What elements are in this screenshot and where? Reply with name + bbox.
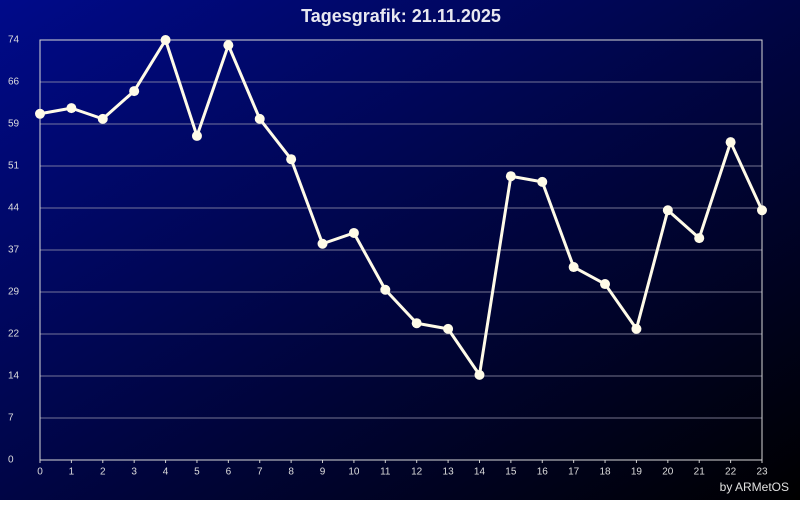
x-tick-label: 1 bbox=[69, 467, 75, 478]
x-tick-label: 19 bbox=[631, 467, 643, 478]
x-tick-label: 21 bbox=[694, 467, 706, 478]
x-tick-label: 12 bbox=[411, 467, 423, 478]
x-tick-label: 15 bbox=[505, 467, 517, 478]
y-tick-label: 74 bbox=[8, 35, 20, 46]
x-tick-label: 2 bbox=[100, 467, 106, 478]
y-tick-label: 44 bbox=[8, 203, 20, 214]
y-tick-label: 37 bbox=[8, 245, 20, 256]
point bbox=[694, 233, 705, 244]
y-tick-label: 59 bbox=[8, 119, 20, 130]
x-tick-label: 6 bbox=[226, 467, 232, 478]
point bbox=[757, 205, 767, 216]
point bbox=[223, 40, 234, 51]
x-tick-label: 11 bbox=[380, 467, 391, 478]
point bbox=[631, 323, 642, 334]
y-tick-label: 22 bbox=[8, 329, 20, 340]
point bbox=[537, 176, 548, 187]
x-tick-label: 10 bbox=[348, 467, 360, 478]
line bbox=[39, 38, 764, 377]
point bbox=[411, 318, 422, 329]
point bbox=[600, 279, 611, 290]
point bbox=[129, 86, 140, 97]
x-tick-label: 18 bbox=[599, 467, 611, 478]
x-tick-label: 22 bbox=[725, 467, 737, 478]
point bbox=[97, 113, 108, 124]
point bbox=[725, 137, 736, 148]
y-tick-label: 0 bbox=[8, 455, 14, 466]
point bbox=[160, 35, 171, 45]
x-tick-label: 5 bbox=[194, 467, 200, 478]
point bbox=[254, 113, 265, 124]
x-tick-label: 16 bbox=[537, 467, 549, 478]
x-tick-label: 13 bbox=[443, 467, 455, 478]
y-tick-label: 29 bbox=[8, 287, 20, 298]
point bbox=[191, 130, 202, 141]
y-tick-label: 7 bbox=[8, 413, 14, 424]
point bbox=[380, 284, 391, 295]
point bbox=[474, 369, 485, 380]
plot-border bbox=[39, 39, 763, 461]
y-tick-label: 14 bbox=[8, 371, 20, 382]
credit: by ARMetOS bbox=[720, 480, 789, 494]
point bbox=[568, 262, 579, 273]
point bbox=[286, 154, 297, 165]
y-tick-label: 51 bbox=[8, 161, 20, 172]
x-tick-label: 17 bbox=[568, 467, 580, 478]
chart-title: Tagesgrafik: 21.11.2025 bbox=[301, 6, 501, 26]
point bbox=[317, 238, 328, 249]
point bbox=[505, 171, 516, 182]
x-tick-label: 23 bbox=[756, 467, 768, 478]
point bbox=[35, 108, 45, 119]
x-tick-label: 20 bbox=[662, 467, 674, 478]
x-tick-label: 9 bbox=[320, 467, 326, 478]
y-tick-label: 66 bbox=[8, 77, 20, 88]
point bbox=[443, 323, 454, 334]
x-tick-label: 3 bbox=[131, 467, 137, 478]
x-tick-label: 4 bbox=[163, 467, 169, 478]
x-tick-label: 8 bbox=[288, 467, 294, 478]
x-tick-label: 7 bbox=[257, 467, 263, 478]
point bbox=[348, 227, 359, 238]
point bbox=[66, 103, 77, 114]
x-tick-label: 0 bbox=[37, 467, 43, 478]
x-tick-label: 14 bbox=[474, 467, 486, 478]
point bbox=[662, 205, 673, 216]
